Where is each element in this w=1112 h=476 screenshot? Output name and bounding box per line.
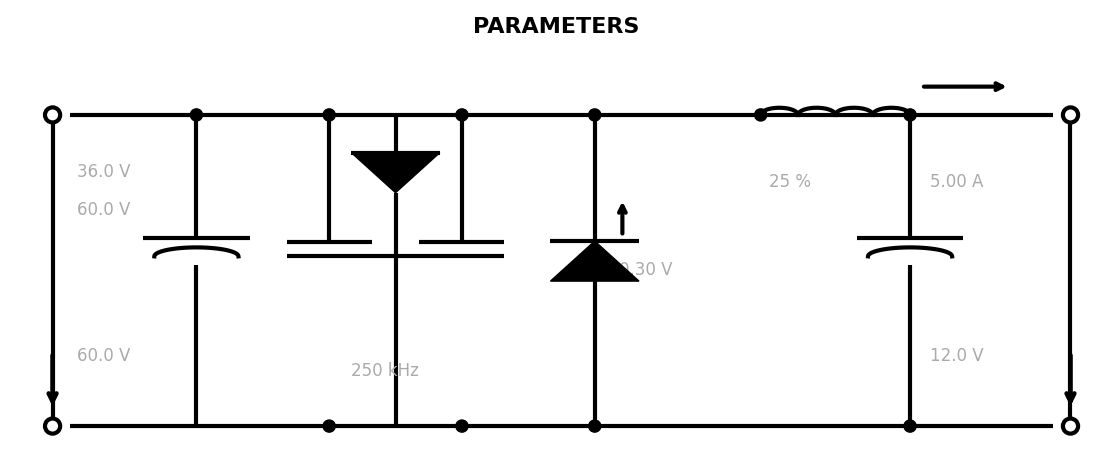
Text: 12.0 V: 12.0 V bbox=[930, 347, 984, 365]
Circle shape bbox=[324, 109, 335, 122]
Circle shape bbox=[324, 420, 335, 432]
Circle shape bbox=[588, 420, 600, 432]
Text: 250 kHz: 250 kHz bbox=[351, 361, 419, 379]
Text: PARAMETERS: PARAMETERS bbox=[473, 17, 639, 37]
Circle shape bbox=[456, 420, 468, 432]
Circle shape bbox=[588, 109, 600, 122]
Circle shape bbox=[904, 420, 916, 432]
Text: 36.0 V: 36.0 V bbox=[77, 163, 130, 181]
Polygon shape bbox=[351, 153, 440, 193]
Circle shape bbox=[904, 109, 916, 122]
Polygon shape bbox=[550, 241, 639, 281]
Text: 60.0 V: 60.0 V bbox=[77, 201, 130, 219]
Text: 5.00 A: 5.00 A bbox=[930, 173, 983, 190]
Text: 25 %: 25 % bbox=[770, 173, 811, 190]
Text: 60.0 V: 60.0 V bbox=[77, 347, 130, 365]
Text: 0.30 V: 0.30 V bbox=[619, 261, 673, 279]
Circle shape bbox=[755, 109, 767, 122]
Circle shape bbox=[456, 109, 468, 122]
Circle shape bbox=[190, 109, 202, 122]
